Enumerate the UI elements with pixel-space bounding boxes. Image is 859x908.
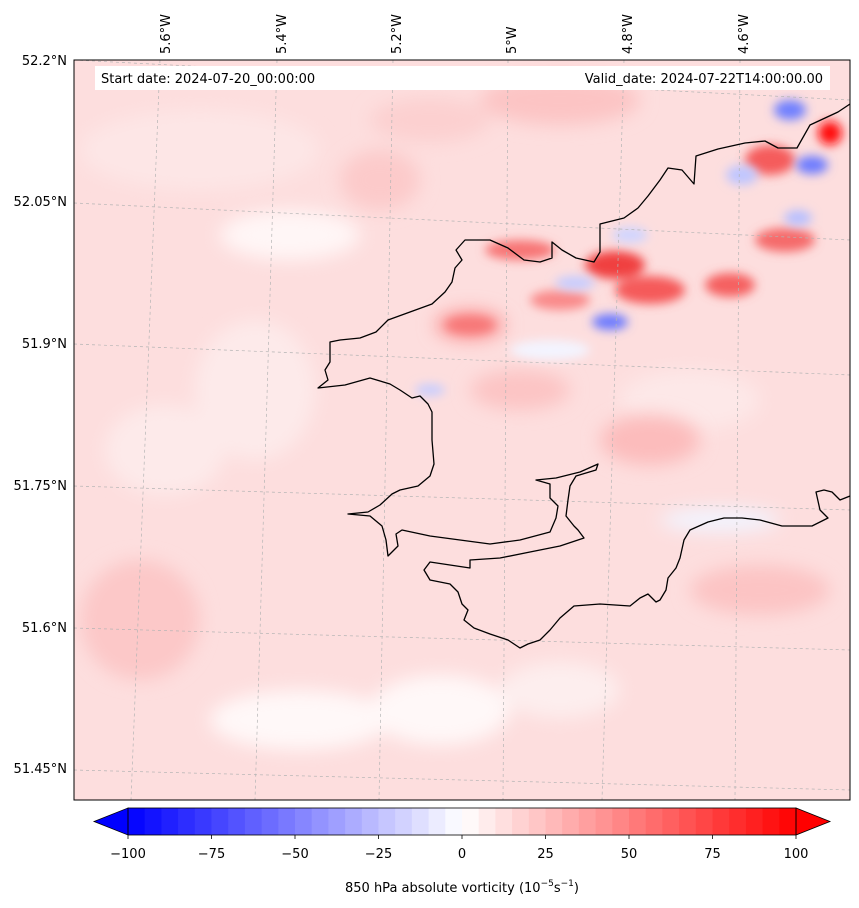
lat-label-52.05N: 52.05°N bbox=[14, 195, 67, 210]
colorbar-segment bbox=[762, 808, 780, 835]
lat-label-51.6N: 51.6°N bbox=[22, 621, 67, 636]
colorbar-segment bbox=[712, 808, 730, 835]
colorbar-segment bbox=[612, 808, 630, 835]
vorticity-negative-regions bbox=[415, 100, 828, 396]
lon-label-5.4W: 5.4°W bbox=[275, 14, 290, 54]
colorbar-segment bbox=[328, 808, 346, 835]
colorbar-segment bbox=[428, 808, 446, 835]
colorbar-segment bbox=[395, 808, 413, 835]
colorbar-segment bbox=[478, 808, 496, 835]
lon-label-5.6W: 5.6°W bbox=[159, 14, 174, 54]
colorbar-tick-label: 100 bbox=[784, 847, 809, 862]
valid-date-label: Valid_date: 2024-07-22T14:00:00.00 bbox=[585, 72, 823, 87]
colorbar-tick-label: 25 bbox=[537, 847, 554, 862]
colorbar-segment bbox=[545, 808, 563, 835]
colorbar-segment bbox=[194, 808, 213, 835]
colorbar-segment bbox=[745, 808, 764, 835]
coastline bbox=[317, 103, 850, 649]
colorbar-segment bbox=[662, 808, 680, 835]
colorbar-segment bbox=[679, 808, 697, 835]
colorbar-segment bbox=[278, 808, 296, 835]
lat-label-51.75N: 51.75°N bbox=[14, 479, 67, 494]
colorbar-segment bbox=[629, 808, 647, 835]
colorbar-tick-label: −75 bbox=[198, 847, 225, 862]
colorbar-extend-min bbox=[92, 807, 129, 836]
colorbar-ticks: −100 −75 −50 −25 0 25 50 75 100 bbox=[110, 835, 808, 862]
colorbar-tick-label: −50 bbox=[281, 847, 308, 862]
map-frame bbox=[73, 59, 851, 801]
colorbar-segment bbox=[311, 808, 329, 835]
start-date-label: Start date: 2024-07-20_00:00:00 bbox=[101, 72, 315, 87]
colorbar-tick-label: 0 bbox=[458, 847, 466, 862]
colorbar-segment bbox=[445, 808, 463, 835]
colorbar-segment bbox=[211, 808, 229, 835]
colorbar-segment bbox=[462, 808, 480, 835]
colorbar-segment bbox=[128, 808, 146, 835]
colorbar-extend-max bbox=[795, 807, 832, 836]
colorbar-segment bbox=[562, 808, 580, 835]
vorticity-high-regions bbox=[445, 121, 842, 334]
lon-label-4.6W: 4.6°W bbox=[737, 14, 752, 54]
colorbar-segment bbox=[578, 808, 597, 835]
lat-label-51.45N: 51.45°N bbox=[14, 762, 67, 777]
colorbar-segment bbox=[244, 808, 263, 835]
colorbar-segment bbox=[144, 808, 162, 835]
colorbar-segment bbox=[528, 808, 547, 835]
colorbar-tick-label: 75 bbox=[704, 847, 721, 862]
colorbar-segment bbox=[779, 808, 797, 835]
latitude-labels: 52.2°N 52.05°N 51.9°N 51.75°N 51.6°N 51.… bbox=[14, 54, 67, 777]
longitude-labels: 5.6°W 5.4°W 5.2°W 5°W 4.8°W 4.6°W bbox=[159, 14, 752, 54]
lon-label-5.2W: 5.2°W bbox=[390, 14, 405, 54]
vorticity-low-regions bbox=[80, 110, 780, 750]
colorbar-segment bbox=[495, 808, 513, 835]
colorbar-segment bbox=[512, 808, 530, 835]
colorbar-segments bbox=[128, 808, 797, 835]
colorbar-tick-label: 50 bbox=[621, 847, 638, 862]
colorbar-segment bbox=[645, 808, 663, 835]
date-label-box bbox=[95, 66, 830, 90]
lat-label-51.9N: 51.9°N bbox=[22, 337, 67, 352]
colorbar: −100 −75 −50 −25 0 25 50 75 100 850 hPa absolute… bbox=[92, 807, 832, 896]
colorbar-segment bbox=[595, 808, 613, 835]
colorbar-segment bbox=[161, 808, 179, 835]
colorbar-segment bbox=[729, 808, 747, 835]
colorbar-segment bbox=[295, 808, 313, 835]
colorbar-segment bbox=[361, 808, 380, 835]
lat-label-52.2N: 52.2°N bbox=[22, 54, 67, 69]
colorbar-segment bbox=[261, 808, 279, 835]
colorbar-segment bbox=[378, 808, 396, 835]
colorbar-segment bbox=[411, 808, 430, 835]
map-panel: Start date: 2024-07-20_00:00:00 Valid_da… bbox=[74, 60, 850, 800]
lon-label-4.8W: 4.8°W bbox=[621, 14, 636, 54]
lon-label-5W: 5°W bbox=[505, 26, 520, 54]
colorbar-label: 850 hPa absolute vorticity (10−5s−1) bbox=[345, 879, 579, 896]
colorbar-segment bbox=[228, 808, 246, 835]
colorbar-tick-label: −25 bbox=[365, 847, 392, 862]
colorbar-tick-label: −100 bbox=[110, 847, 146, 862]
colorbar-segment bbox=[178, 808, 196, 835]
colorbar-segment bbox=[695, 808, 714, 835]
colorbar-segment bbox=[345, 808, 363, 835]
